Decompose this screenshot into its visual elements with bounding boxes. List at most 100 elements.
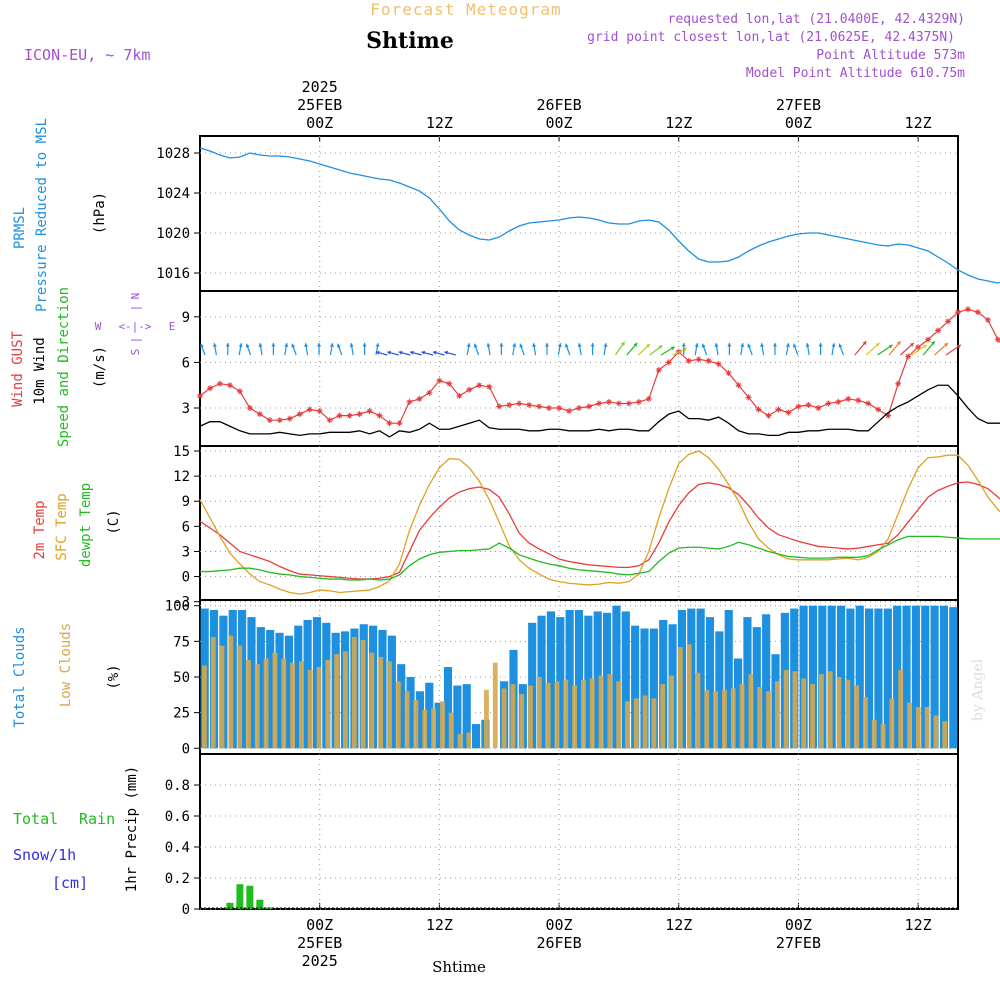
total-clouds-label: Total Clouds: [12, 626, 28, 727]
wind-arrow-head: [466, 343, 471, 347]
wind-arrow-head: [888, 344, 893, 349]
low-cloud-bar: [395, 681, 401, 749]
gust-marker: [805, 401, 812, 408]
y-tick-label: 100: [165, 599, 190, 615]
gust-marker: [426, 389, 433, 396]
model-point-altitude: Model Point Altitude 610.75m: [746, 66, 965, 81]
gust-marker: [615, 400, 622, 407]
low-cloud-bar: [228, 635, 234, 749]
low-cloud-bar: [457, 734, 463, 749]
y-tick-label: 3: [182, 544, 190, 560]
compass-vbar: |: [129, 305, 142, 312]
gust-marker: [276, 417, 283, 424]
top-time-label: 25FEB: [297, 96, 342, 114]
total-cloud-bar: [574, 609, 584, 749]
low-cloud-bar: [237, 645, 243, 749]
wind-arrow-head: [444, 350, 449, 355]
total-cloud-bar: [846, 608, 855, 749]
low-cloud-bar: [210, 637, 216, 749]
y-tick-label: 1028: [156, 146, 190, 162]
wind-arrow-head: [238, 343, 243, 347]
y-tick-label: 0: [182, 902, 190, 918]
wind-arrow-head: [304, 343, 309, 347]
location-title: Shtime: [366, 28, 454, 54]
low-cloud-bar: [404, 691, 410, 749]
total-cloud-bar: [406, 677, 415, 749]
prmsl-label: PRMSL: [12, 207, 28, 249]
compass-e: E: [169, 320, 176, 333]
footer-location: Shtime: [432, 958, 486, 976]
y-tick-label: 9: [182, 494, 190, 510]
gust-marker: [735, 382, 742, 389]
pressure-label: Pressure Reduced to MSL: [34, 118, 50, 312]
low-cloud-bar: [836, 677, 842, 749]
y-tick-label: 50: [173, 670, 190, 686]
wind-arrow-head: [473, 343, 478, 348]
gust-marker: [895, 380, 902, 387]
top-time-label: 27FEB: [776, 96, 821, 114]
low-cloud-bar: [290, 662, 295, 749]
total-cloud-bar: [752, 627, 761, 749]
low-cloud-bar: [298, 661, 304, 749]
low-cloud-bar: [413, 699, 419, 749]
gust-marker: [526, 401, 533, 408]
dewpt-label: dewpt Temp: [78, 483, 94, 567]
gust-marker: [875, 406, 882, 413]
low-cloud-bar: [439, 701, 445, 749]
low-clouds-label: Low Clouds: [58, 623, 74, 707]
temp2m-label: 2m Temp: [32, 500, 48, 559]
gust-marker: [725, 370, 732, 377]
low-cloud-bar: [431, 708, 436, 749]
gust-marker: [974, 309, 981, 316]
bottom-time-label: 00Z: [306, 916, 333, 934]
watermark: by Angel: [970, 658, 986, 721]
rain-bar: [226, 902, 234, 909]
low-cloud-bar: [801, 678, 807, 749]
low-cloud-bar: [907, 702, 912, 749]
wind-arrow-head: [421, 350, 426, 355]
low-cloud-bar: [581, 679, 586, 749]
total-cloud-bar: [874, 608, 883, 749]
gust-marker: [516, 400, 523, 407]
wind-arrow-head: [785, 343, 790, 347]
wind-arrow-head: [930, 341, 935, 346]
total-cloud-bar: [724, 609, 733, 749]
low-cloud-bar: [598, 675, 604, 749]
wind-arrow-head: [645, 344, 650, 348]
low-cloud-bar: [351, 637, 357, 749]
wind-arrow-head: [603, 343, 608, 347]
gust-marker: [815, 405, 822, 412]
temp2m-line: [199, 481, 1000, 580]
wind-arrow-head: [557, 343, 562, 347]
gust-marker: [436, 377, 443, 384]
wind-arrow-head: [862, 341, 867, 346]
low-cloud-bar: [272, 652, 278, 749]
low-cloud-bar: [536, 677, 542, 749]
total-cloud-bar: [808, 605, 818, 749]
wind-arrow-head: [316, 343, 322, 347]
wind-arrow-head: [740, 343, 745, 347]
top-time-label: 00Z: [785, 114, 812, 132]
wind-arrow-head: [831, 343, 836, 347]
gust-marker: [905, 353, 912, 360]
gust-marker: [835, 398, 842, 405]
gust-marker: [775, 406, 782, 413]
total-cloud-bar: [565, 609, 574, 749]
gust-marker: [236, 388, 243, 395]
y-tick-label: -3: [173, 595, 190, 611]
wind-arrow-head: [714, 343, 719, 347]
low-cloud-bar: [924, 706, 930, 749]
wind-arrow-head: [271, 343, 276, 347]
compass-vbar2: |: [129, 337, 142, 344]
bottom-time-label: 12Z: [665, 916, 692, 934]
wind-arrow-head: [694, 343, 699, 347]
wind-arrow-head: [577, 343, 582, 347]
gust-marker: [745, 394, 752, 401]
wind-arrow-head: [838, 343, 843, 348]
total-cloud-bar: [649, 628, 658, 749]
total-cloud-bar: [734, 658, 743, 749]
gust-marker: [645, 395, 652, 402]
total-cloud-bar: [471, 724, 481, 749]
gust-marker: [695, 356, 702, 363]
